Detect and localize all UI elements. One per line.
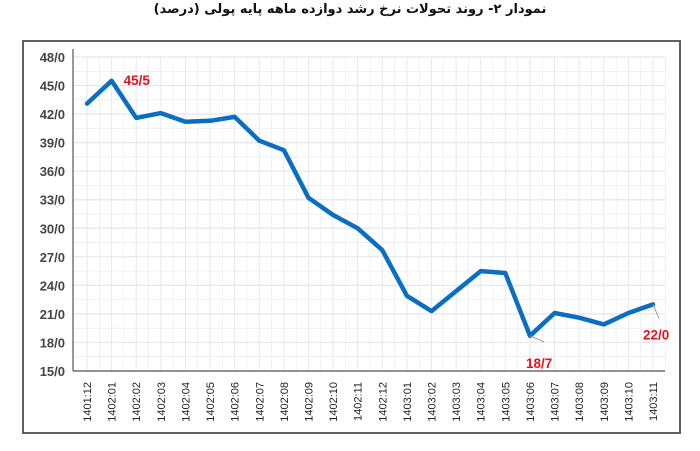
- x-tick-label: 1402:03: [156, 382, 168, 422]
- y-tick-label: 15/0: [40, 364, 65, 379]
- x-tick-label: 1403:04: [476, 382, 488, 422]
- x-tick-label: 1402:10: [328, 382, 340, 422]
- x-tick-label: 1402:12: [377, 382, 389, 422]
- axes: [72, 49, 665, 372]
- x-tick-label: 1403:09: [599, 382, 611, 422]
- y-tick-label: 33/0: [40, 193, 65, 208]
- x-axis-ticks: 1401:12 1402:01 1402:02 1402:03 1402:04 1402:…: [82, 382, 660, 422]
- x-tick-label: 1403:10: [623, 382, 635, 422]
- y-tick-label: 30/0: [40, 221, 65, 236]
- data-labels: 45/5 18/7 22/0: [124, 73, 670, 371]
- y-tick-label: 18/0: [40, 335, 65, 350]
- x-tick-label: 1403:07: [550, 382, 562, 422]
- x-tick-label: 1403:02: [427, 382, 439, 422]
- leader-line: [529, 335, 545, 343]
- y-tick-label: 42/0: [40, 107, 65, 122]
- x-tick-label: 1402:07: [254, 382, 266, 422]
- y-tick-label: 39/0: [40, 136, 65, 151]
- x-tick-label: 1402:05: [205, 382, 217, 422]
- x-tick-label: 1402:06: [230, 382, 242, 422]
- x-tick-label: 1403:03: [451, 382, 463, 422]
- y-tick-label: 45/0: [40, 79, 65, 94]
- x-tick-label: 1403:05: [500, 382, 512, 422]
- data-line: [84, 78, 656, 339]
- x-tick-label: 1403:01: [402, 382, 414, 422]
- data-label: 22/0: [643, 327, 669, 342]
- leader-line: [652, 304, 660, 319]
- gridlines: [73, 56, 666, 372]
- chart-frame: [22, 40, 681, 434]
- x-tick-label: 1403:06: [525, 382, 537, 422]
- x-tick-label: 1402:08: [279, 382, 291, 422]
- x-tick-label: 1402:09: [303, 382, 315, 422]
- y-tick-label: 36/0: [40, 164, 65, 179]
- y-axis-ticks: 15/0 18/0 21/0 24/0 27/0 30/0 33/0 36/0 39/0 42/0…: [40, 50, 65, 379]
- x-tick-label: 1402:04: [180, 382, 192, 422]
- data-label: 18/7: [526, 356, 552, 371]
- y-tick-label: 48/0: [40, 50, 65, 65]
- x-tick-label: 1403:08: [574, 382, 586, 422]
- x-tick-label: 1402:11: [353, 382, 365, 421]
- x-tick-label: 1402:01: [107, 382, 119, 422]
- x-tick-label: 1401:12: [82, 382, 94, 422]
- y-tick-label: 21/0: [40, 307, 65, 322]
- y-tick-label: 24/0: [40, 278, 65, 293]
- x-tick-label: 1403:11: [648, 382, 660, 421]
- data-label: 45/5: [124, 73, 151, 88]
- chart-title: نمودار ۲- روند تحولات نرخ رشد دوازده ماه…: [153, 2, 547, 17]
- y-tick-label: 27/0: [40, 250, 65, 265]
- x-tick-label: 1402:02: [131, 382, 143, 422]
